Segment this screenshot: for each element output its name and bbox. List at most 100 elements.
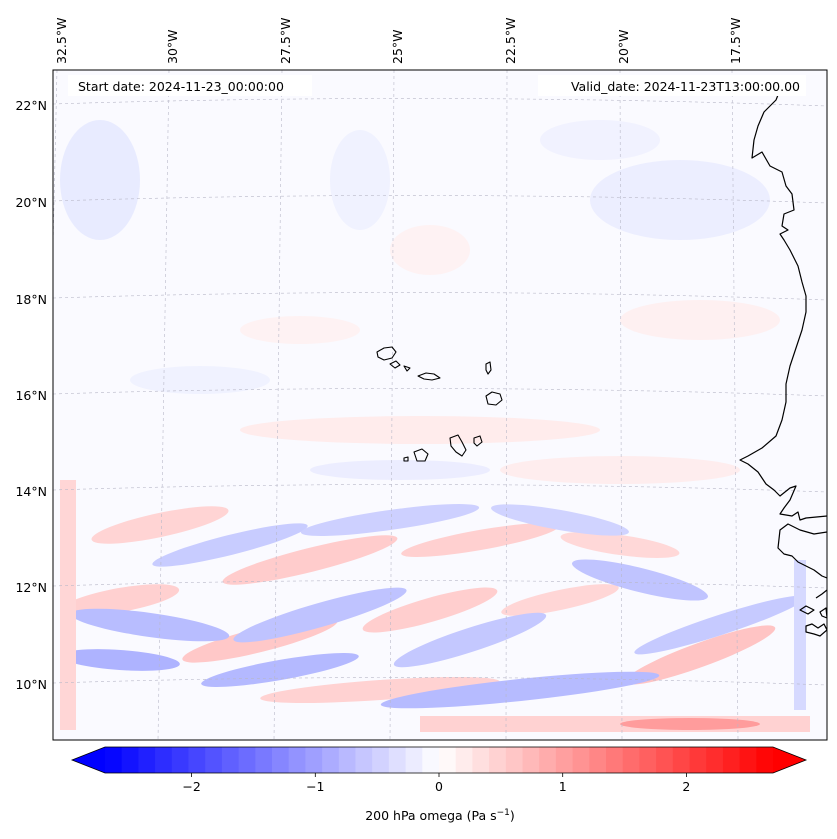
colorbar-segment xyxy=(439,747,457,773)
omega-blob xyxy=(501,584,619,616)
colorbar-tick-label: 2 xyxy=(682,779,690,794)
colorbar-segment xyxy=(672,747,690,773)
island-brava xyxy=(403,456,409,462)
colorbar-segment xyxy=(388,747,406,773)
latitude-labels: 22°N 20°N 18°N 16°N 14°N 12°N 10°N xyxy=(15,98,47,692)
colorbar-segment xyxy=(205,747,223,773)
omega-boundary-strip xyxy=(60,480,76,730)
colorbar-segment xyxy=(722,747,740,773)
coastlines xyxy=(739,89,827,637)
omega-blob xyxy=(380,671,660,709)
omega-blob xyxy=(60,649,180,671)
colorbar-label-exponent: −1 xyxy=(497,808,510,818)
map-panel: Start date: 2024-11-23_00:00:00 Valid_da… xyxy=(52,69,828,741)
parallel-gridline xyxy=(53,484,827,493)
colorbar-segment xyxy=(221,747,239,773)
island-santo-antao xyxy=(376,346,397,361)
colorbar-segment xyxy=(355,747,373,773)
colorbar-segment xyxy=(322,747,340,773)
map-frame xyxy=(52,69,828,741)
start-date-box xyxy=(68,75,312,96)
omega-blob xyxy=(491,504,629,536)
colorbar-extend-min xyxy=(72,747,105,773)
omega-blob xyxy=(233,587,407,643)
colorbar-segment xyxy=(606,747,624,773)
valid-date-box xyxy=(538,75,806,96)
colorbar-tick-label: 1 xyxy=(559,779,567,794)
colorbar-segment xyxy=(238,747,256,773)
parallel-gridline xyxy=(53,292,827,301)
omega-blob xyxy=(152,523,308,567)
colorbar-segment xyxy=(539,747,557,773)
omega-blob xyxy=(70,608,230,642)
colorbar-segment xyxy=(739,747,757,773)
island-fogo xyxy=(413,448,429,462)
colorbar-tick-label: 0 xyxy=(435,779,443,794)
omega-blob xyxy=(393,612,547,668)
island-sao-nicolau xyxy=(417,372,441,381)
omega-blob xyxy=(620,718,760,730)
omega-blob xyxy=(91,506,229,544)
colorbar-segment xyxy=(706,747,724,773)
lat-tick-label: 14°N xyxy=(15,484,47,499)
omega-blob xyxy=(634,595,806,655)
colorbar-segment xyxy=(422,747,440,773)
colorbar-label: 200 hPa omega (Pa s−1) xyxy=(365,808,515,823)
omega-blob xyxy=(362,587,498,633)
colorbar-extend-max xyxy=(773,747,806,773)
lat-tick-label: 18°N xyxy=(15,292,47,307)
annotations: Start date: 2024-11-23_00:00:00 Valid_da… xyxy=(68,75,806,96)
omega-blob xyxy=(560,532,680,558)
colorbar-segment xyxy=(489,747,507,773)
meridian-gridline xyxy=(619,70,623,740)
colorbar-segment xyxy=(639,747,657,773)
colorbar-ticks: −2 −1 0 1 2 xyxy=(182,773,690,794)
bissagos-islands xyxy=(799,605,815,615)
colorbar-segment xyxy=(372,747,390,773)
lon-tick-label: 32.5°W xyxy=(54,18,69,64)
omega-blob xyxy=(500,456,740,484)
colorbar-segment xyxy=(138,747,156,773)
parallel-gridline xyxy=(53,677,827,686)
omega-blob xyxy=(572,559,708,601)
omega-blob xyxy=(590,160,770,240)
colorbar: −2 −1 0 1 2 200 hPa omega (Pa s−1) xyxy=(70,746,808,823)
colorbar-segment xyxy=(505,747,523,773)
colorbar-segment xyxy=(455,747,473,773)
meridian-gridline xyxy=(731,70,739,740)
guinea-coastline xyxy=(815,589,827,599)
omega-blob xyxy=(540,120,660,160)
colorbar-segment xyxy=(188,747,206,773)
omega-blob xyxy=(240,416,600,444)
bissagos-islands xyxy=(805,623,827,637)
colorbar-segment xyxy=(522,747,540,773)
island-sal xyxy=(485,361,492,375)
colorbar-segment xyxy=(305,747,323,773)
colorbar-segment xyxy=(589,747,607,773)
cape-verde-islands xyxy=(376,346,503,462)
colorbar-segment xyxy=(622,747,640,773)
colorbar-segment xyxy=(689,747,707,773)
omega-blob xyxy=(222,535,398,585)
lon-tick-label: 17.5°W xyxy=(728,18,743,64)
colorbar-segment xyxy=(272,747,290,773)
omega-blob xyxy=(624,625,776,685)
gridlines xyxy=(53,70,827,740)
start-date-label: Start date: 2024-11-23_00:00:00 xyxy=(78,79,284,94)
omega-blob xyxy=(130,366,270,394)
meridian-gridline xyxy=(389,70,395,740)
bissagos-islands xyxy=(819,607,827,619)
colorbar-segment xyxy=(171,747,189,773)
colorbar-segment xyxy=(338,747,356,773)
omega-blob xyxy=(401,522,559,558)
lat-tick-label: 20°N xyxy=(15,195,47,210)
africa-coastline xyxy=(777,523,827,579)
parallel-gridline xyxy=(53,98,827,107)
parallel-gridline xyxy=(53,195,827,204)
omega-boundary-strip xyxy=(794,560,806,710)
colorbar-tick-label: −1 xyxy=(306,779,324,794)
lat-tick-label: 16°N xyxy=(15,388,47,403)
longitude-labels: 32.5°W 30°W 27.5°W 25°W 22.5°W 20°W 17.5… xyxy=(54,18,743,64)
lat-tick-label: 22°N xyxy=(15,98,47,113)
